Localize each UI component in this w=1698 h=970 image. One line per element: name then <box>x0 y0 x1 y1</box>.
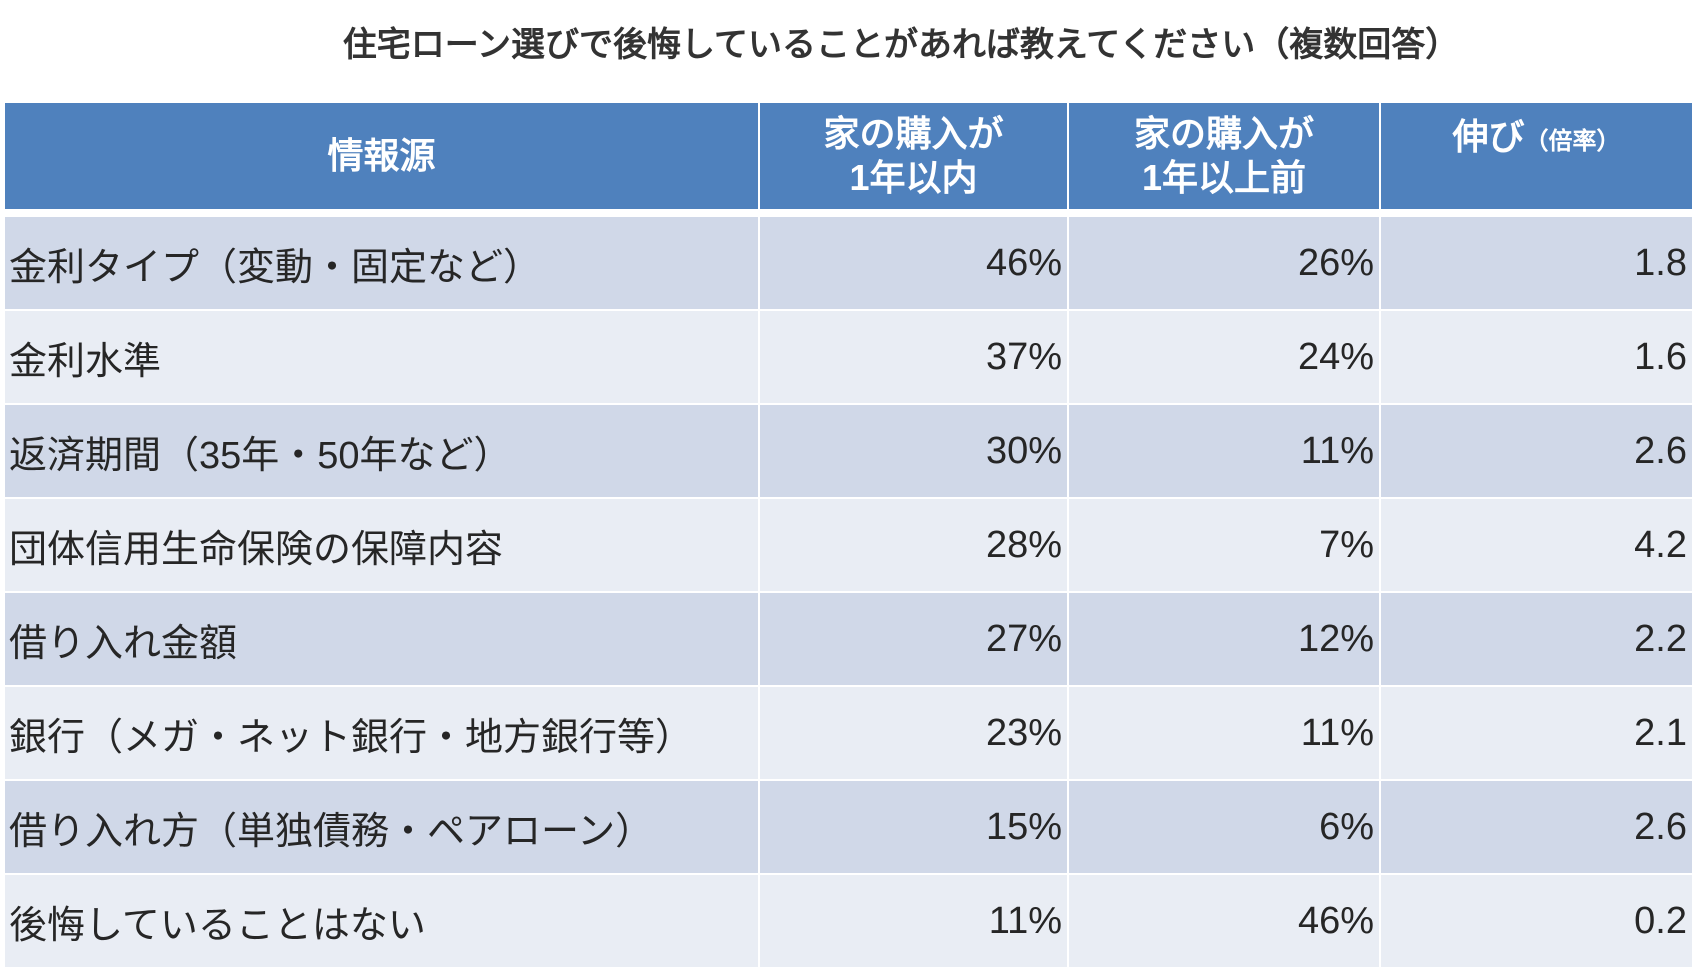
header-within-1yr-line2: 1年以内 <box>849 157 978 198</box>
header-over-1yr: 家の購入が 1年以上前 <box>1069 103 1379 209</box>
row-item-label: 借り入れ方（単独債務・ペアローン） <box>5 781 758 873</box>
table-body: 金利タイプ（変動・固定など） 46% 26% 1.8 金利水準 37% 24% … <box>5 217 1692 967</box>
row-item-label: 金利タイプ（変動・固定など） <box>5 217 758 309</box>
table-header: 情報源 家の購入が 1年以内 家の購入が 1年以上前 伸び （倍率） <box>5 103 1692 209</box>
survey-table: 情報源 家の購入が 1年以内 家の購入が 1年以上前 伸び （倍率） 金利タイプ… <box>5 103 1692 967</box>
growth-ratio-value: 2.6 <box>1381 405 1692 497</box>
over-1yr-value: 11% <box>1069 405 1379 497</box>
over-1yr-value: 26% <box>1069 217 1379 309</box>
header-over-1yr-line1: 家の購入が <box>1133 113 1314 154</box>
header-source-label: 情報源 <box>327 135 436 176</box>
header-over-1yr-line2: 1年以上前 <box>1141 157 1307 198</box>
over-1yr-value: 7% <box>1069 499 1379 591</box>
over-1yr-value: 11% <box>1069 687 1379 779</box>
within-1yr-value: 30% <box>760 405 1067 497</box>
header-growth-label: 伸び <box>1452 116 1525 157</box>
growth-ratio-value: 2.6 <box>1381 781 1692 873</box>
over-1yr-value: 12% <box>1069 593 1379 685</box>
row-item-label: 銀行（メガ・ネット銀行・地方銀行等） <box>5 687 758 779</box>
over-1yr-value: 24% <box>1069 311 1379 403</box>
growth-ratio-value: 2.1 <box>1381 687 1692 779</box>
growth-ratio-value: 4.2 <box>1381 499 1692 591</box>
over-1yr-value: 46% <box>1069 875 1379 967</box>
growth-ratio-value: 2.2 <box>1381 593 1692 685</box>
row-item-label: 金利水準 <box>5 311 758 403</box>
header-source: 情報源 <box>5 103 758 209</box>
within-1yr-value: 15% <box>760 781 1067 873</box>
within-1yr-value: 37% <box>760 311 1067 403</box>
row-item-label: 後悔していることはない <box>5 875 758 967</box>
header-within-1yr: 家の購入が 1年以内 <box>760 103 1067 209</box>
page-title: 住宅ローン選びで後悔していることがあれば教えてください（複数回答） <box>342 26 1460 64</box>
row-item-label: 返済期間（35年・50年など） <box>5 405 758 497</box>
within-1yr-value: 27% <box>760 593 1067 685</box>
over-1yr-value: 6% <box>1069 781 1379 873</box>
growth-ratio-value: 1.6 <box>1381 311 1692 403</box>
within-1yr-value: 28% <box>760 499 1067 591</box>
growth-ratio-value: 0.2 <box>1381 875 1692 967</box>
header-within-1yr-line1: 家の購入が <box>823 113 1004 154</box>
header-growth-note: （倍率） <box>1524 128 1621 155</box>
within-1yr-value: 46% <box>760 217 1067 309</box>
row-item-label: 団体信用生命保険の保障内容 <box>5 499 758 591</box>
within-1yr-value: 23% <box>760 687 1067 779</box>
row-item-label: 借り入れ金額 <box>5 593 758 685</box>
growth-ratio-value: 1.8 <box>1381 217 1692 309</box>
within-1yr-value: 11% <box>760 875 1067 967</box>
header-growth: 伸び （倍率） <box>1381 103 1692 209</box>
